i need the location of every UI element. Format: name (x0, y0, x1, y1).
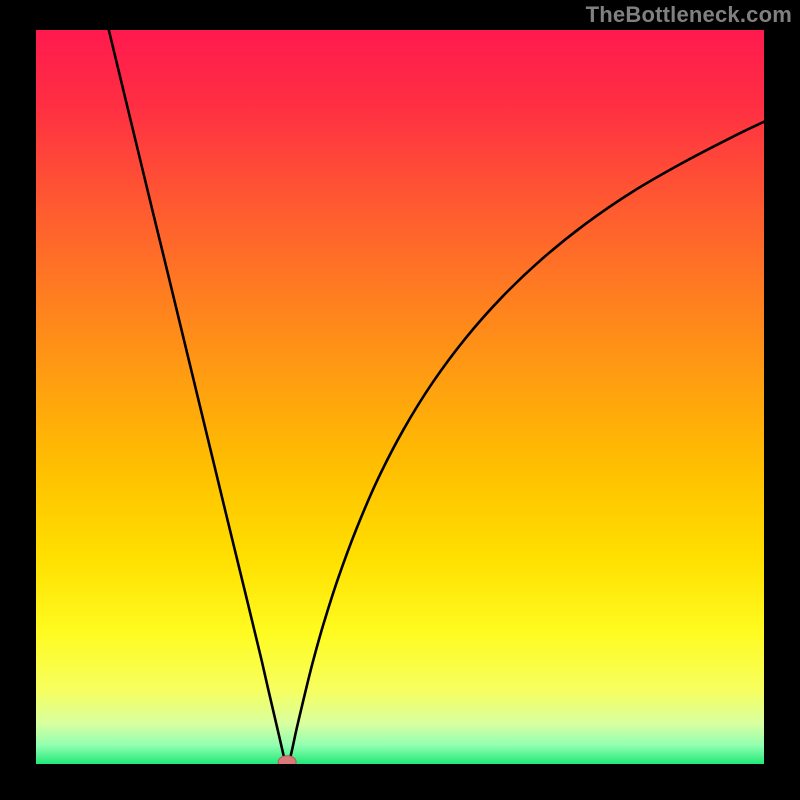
frame-bottom (0, 764, 800, 800)
optimal-point-marker (278, 756, 296, 764)
bottleneck-chart (36, 30, 764, 764)
watermark-text: TheBottleneck.com (586, 2, 792, 28)
frame-left (0, 0, 36, 800)
frame-right (764, 0, 800, 800)
chart-background (36, 30, 764, 764)
